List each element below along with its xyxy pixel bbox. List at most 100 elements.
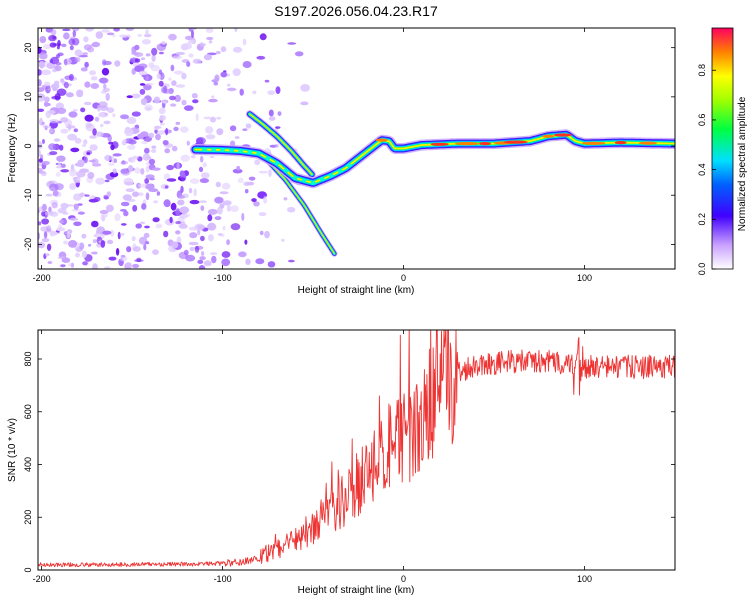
heatmap-noise-blob [245,258,251,265]
snr-y-tick-label: 400 [23,457,33,472]
heatmap-noise-blob [128,165,134,172]
heatmap-noise-blob [126,198,136,202]
heatmap-noise-blob [77,203,83,206]
heatmap-noise-blob [38,167,43,173]
heatmap-noise-blob [63,240,69,245]
heatmap-noise-blob [191,29,194,38]
heatmap-noise-blob [175,221,182,225]
heatmap-noise-blob [140,57,146,60]
heatmap-noise-blob [143,243,147,251]
heatmap-noise-blob [68,240,78,248]
heatmap-noise-blob [264,79,270,83]
heatmap-noise-blob [117,231,121,240]
heatmap-noise-blob [203,54,212,61]
heatmap-noise-blob [96,131,104,137]
heatmap-noise-blob [147,156,152,159]
heatmap-noise-blob [46,243,52,251]
heatmap-noise-blob [281,238,285,242]
heatmap-trace-core [337,168,343,173]
heatmap-noise-blob [258,212,267,217]
heatmap-noise-blob [112,113,116,118]
heatmap-noise-blob [163,173,171,181]
heatmap-noise-blob [113,28,120,32]
heatmap-noise-blob [41,218,49,225]
heatmap-noise-blob [84,114,94,122]
heatmap-noise-blob [145,165,150,173]
heatmap-noise-blob [41,238,50,243]
heatmap-noise-blob [93,196,101,202]
heatmap-noise-blob [49,119,59,124]
heatmap-noise-blob [57,162,62,169]
heatmap-noise-blob [267,261,276,268]
heatmap-noise-blob [89,70,96,76]
heatmap-noise-blob [220,71,228,78]
heatmap-noise-blob [254,159,261,166]
heatmap-noise-blob [77,211,85,215]
heatmap-noise-blob [208,98,218,103]
heatmap-noise-blob [67,123,72,131]
heatmap-noise-blob [268,109,274,117]
heatmap-noise-blob [151,54,156,62]
heatmap-x-tick-label: -200 [33,273,51,283]
heatmap-noise-blob [142,153,150,161]
heatmap-noise-blob [251,198,257,202]
heatmap-noise-blob [186,140,190,146]
heatmap-noise-blob [38,97,46,102]
heatmap-noise-blob [85,122,93,128]
heatmap-noise-blob [60,117,69,123]
heatmap-x-ticks: -200 -100 0 100 [33,28,592,283]
heatmap-noise-blob [184,105,194,111]
heatmap-noise-blob [178,195,186,199]
heatmap-noise-blob [123,139,127,143]
heatmap-noise-blob [256,55,266,60]
heatmap-noise-blob [170,103,177,107]
heatmap-noise-blob [145,241,150,245]
heatmap-noise-blob [41,121,45,126]
heatmap-noise-blob [189,178,200,184]
heatmap-noise-blob [123,210,129,217]
heatmap-noise-blob [220,233,225,237]
snr-series-line [38,330,675,568]
heatmap-noise-blob [99,123,104,128]
heatmap-noise-blob [66,231,71,239]
heatmap-noise-blob [54,93,61,101]
heatmap-noise-blob [255,258,265,265]
colorbar-tick-label: 0.8 [697,64,707,77]
heatmap-noise-blob [207,214,213,222]
heatmap-noise-blob [217,206,223,215]
snr-x-ticks: -200 -100 0 100 [33,330,592,584]
heatmap-noise-blob [145,74,149,82]
heatmap-noise-blob [101,59,107,66]
heatmap-noise-blob [207,208,218,215]
heatmap-noise-blob [49,128,53,133]
heatmap-noise-blob [114,213,121,221]
heatmap-noise-blob [232,46,243,53]
heatmap-noise-blob [141,39,151,45]
heatmap-x-axis-label: Height of straight line (km) [298,285,415,296]
heatmap-noise-blob [201,251,205,256]
heatmap-noise-blob [197,259,204,264]
heatmap-trace-core [238,149,244,153]
heatmap-noise-blob [38,241,46,249]
heatmap-noise-blob [77,159,85,168]
heatmap-noise-blob [53,138,61,142]
heatmap-noise-blob [90,83,100,89]
heatmap-noise-blob [76,176,81,183]
heatmap-noise-blob [55,172,61,177]
heatmap-noise-blob [221,258,231,267]
heatmap-noise-blob [97,104,101,112]
heatmap-noise-blob [180,185,184,193]
heatmap-noise-blob [112,34,116,38]
heatmap-noise-blob [44,211,54,216]
heatmap-noise-blob [162,100,167,104]
heatmap-noise-blob [51,202,58,209]
heatmap-noise-blob [137,192,144,197]
heatmap-noise-blob [134,52,144,57]
heatmap-noise-blob [219,203,225,207]
heatmap-noise-blob [95,177,106,185]
heatmap-noise-blob [56,227,66,232]
heatmap-noise-blob [102,230,112,235]
heatmap-trace-core [265,156,271,161]
heatmap-noise-blob [138,70,148,76]
